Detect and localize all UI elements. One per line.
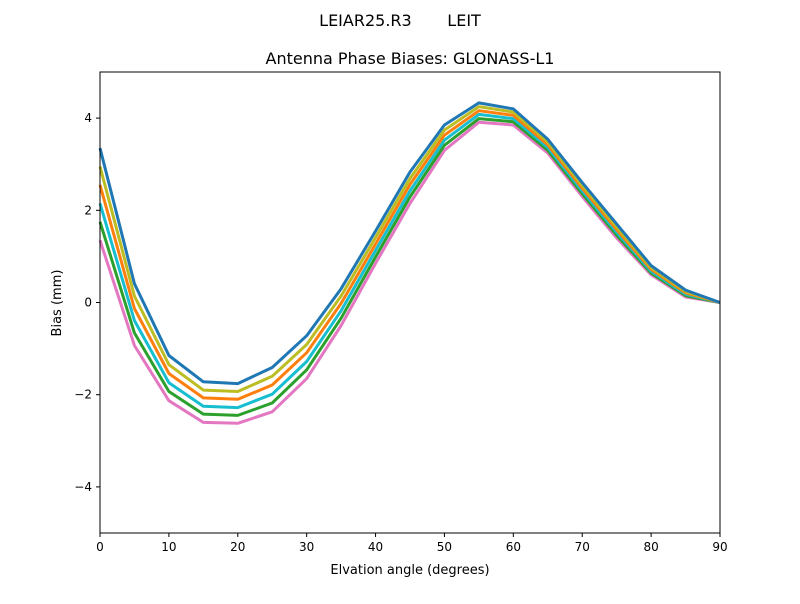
plot-frame <box>99 71 721 534</box>
series-line-4 <box>98 105 721 393</box>
chart-title: Antenna Phase Biases: GLONASS-L1 <box>266 49 555 68</box>
series-line-1 <box>98 117 721 417</box>
y-axis-label: Bias (mm) <box>50 270 65 337</box>
y-tick-label: −2 <box>74 388 92 402</box>
series-line-0 <box>98 120 721 425</box>
x-tick-label: 30 <box>299 540 314 554</box>
y-tick-label: 0 <box>84 296 92 310</box>
series-lines <box>98 101 721 425</box>
y-tick-label: −4 <box>74 480 92 494</box>
axis-ticks: 0 10 20 30 40 50 60 70 80 90 −4 −2 0 2 4 <box>74 111 727 554</box>
x-tick-label: 80 <box>643 540 658 554</box>
x-axis-label: Elvation angle (degrees) <box>330 563 489 578</box>
y-tick-label: 4 <box>84 111 92 125</box>
x-tick-label: 20 <box>230 540 245 554</box>
x-tick-label: 40 <box>368 540 383 554</box>
x-tick-label: 0 <box>96 540 104 554</box>
x-tick-label: 60 <box>506 540 521 554</box>
series-line-2 <box>98 112 721 410</box>
series-line-3 <box>98 109 721 401</box>
x-tick-label: 10 <box>161 540 176 554</box>
y-tick-label: 2 <box>84 203 92 217</box>
x-tick-label: 50 <box>437 540 452 554</box>
series-line-5 <box>98 101 721 386</box>
x-tick-label: 90 <box>712 540 727 554</box>
x-tick-label: 70 <box>575 540 590 554</box>
chart-suptitle: LEIAR25.R3 LEIT <box>319 11 481 30</box>
